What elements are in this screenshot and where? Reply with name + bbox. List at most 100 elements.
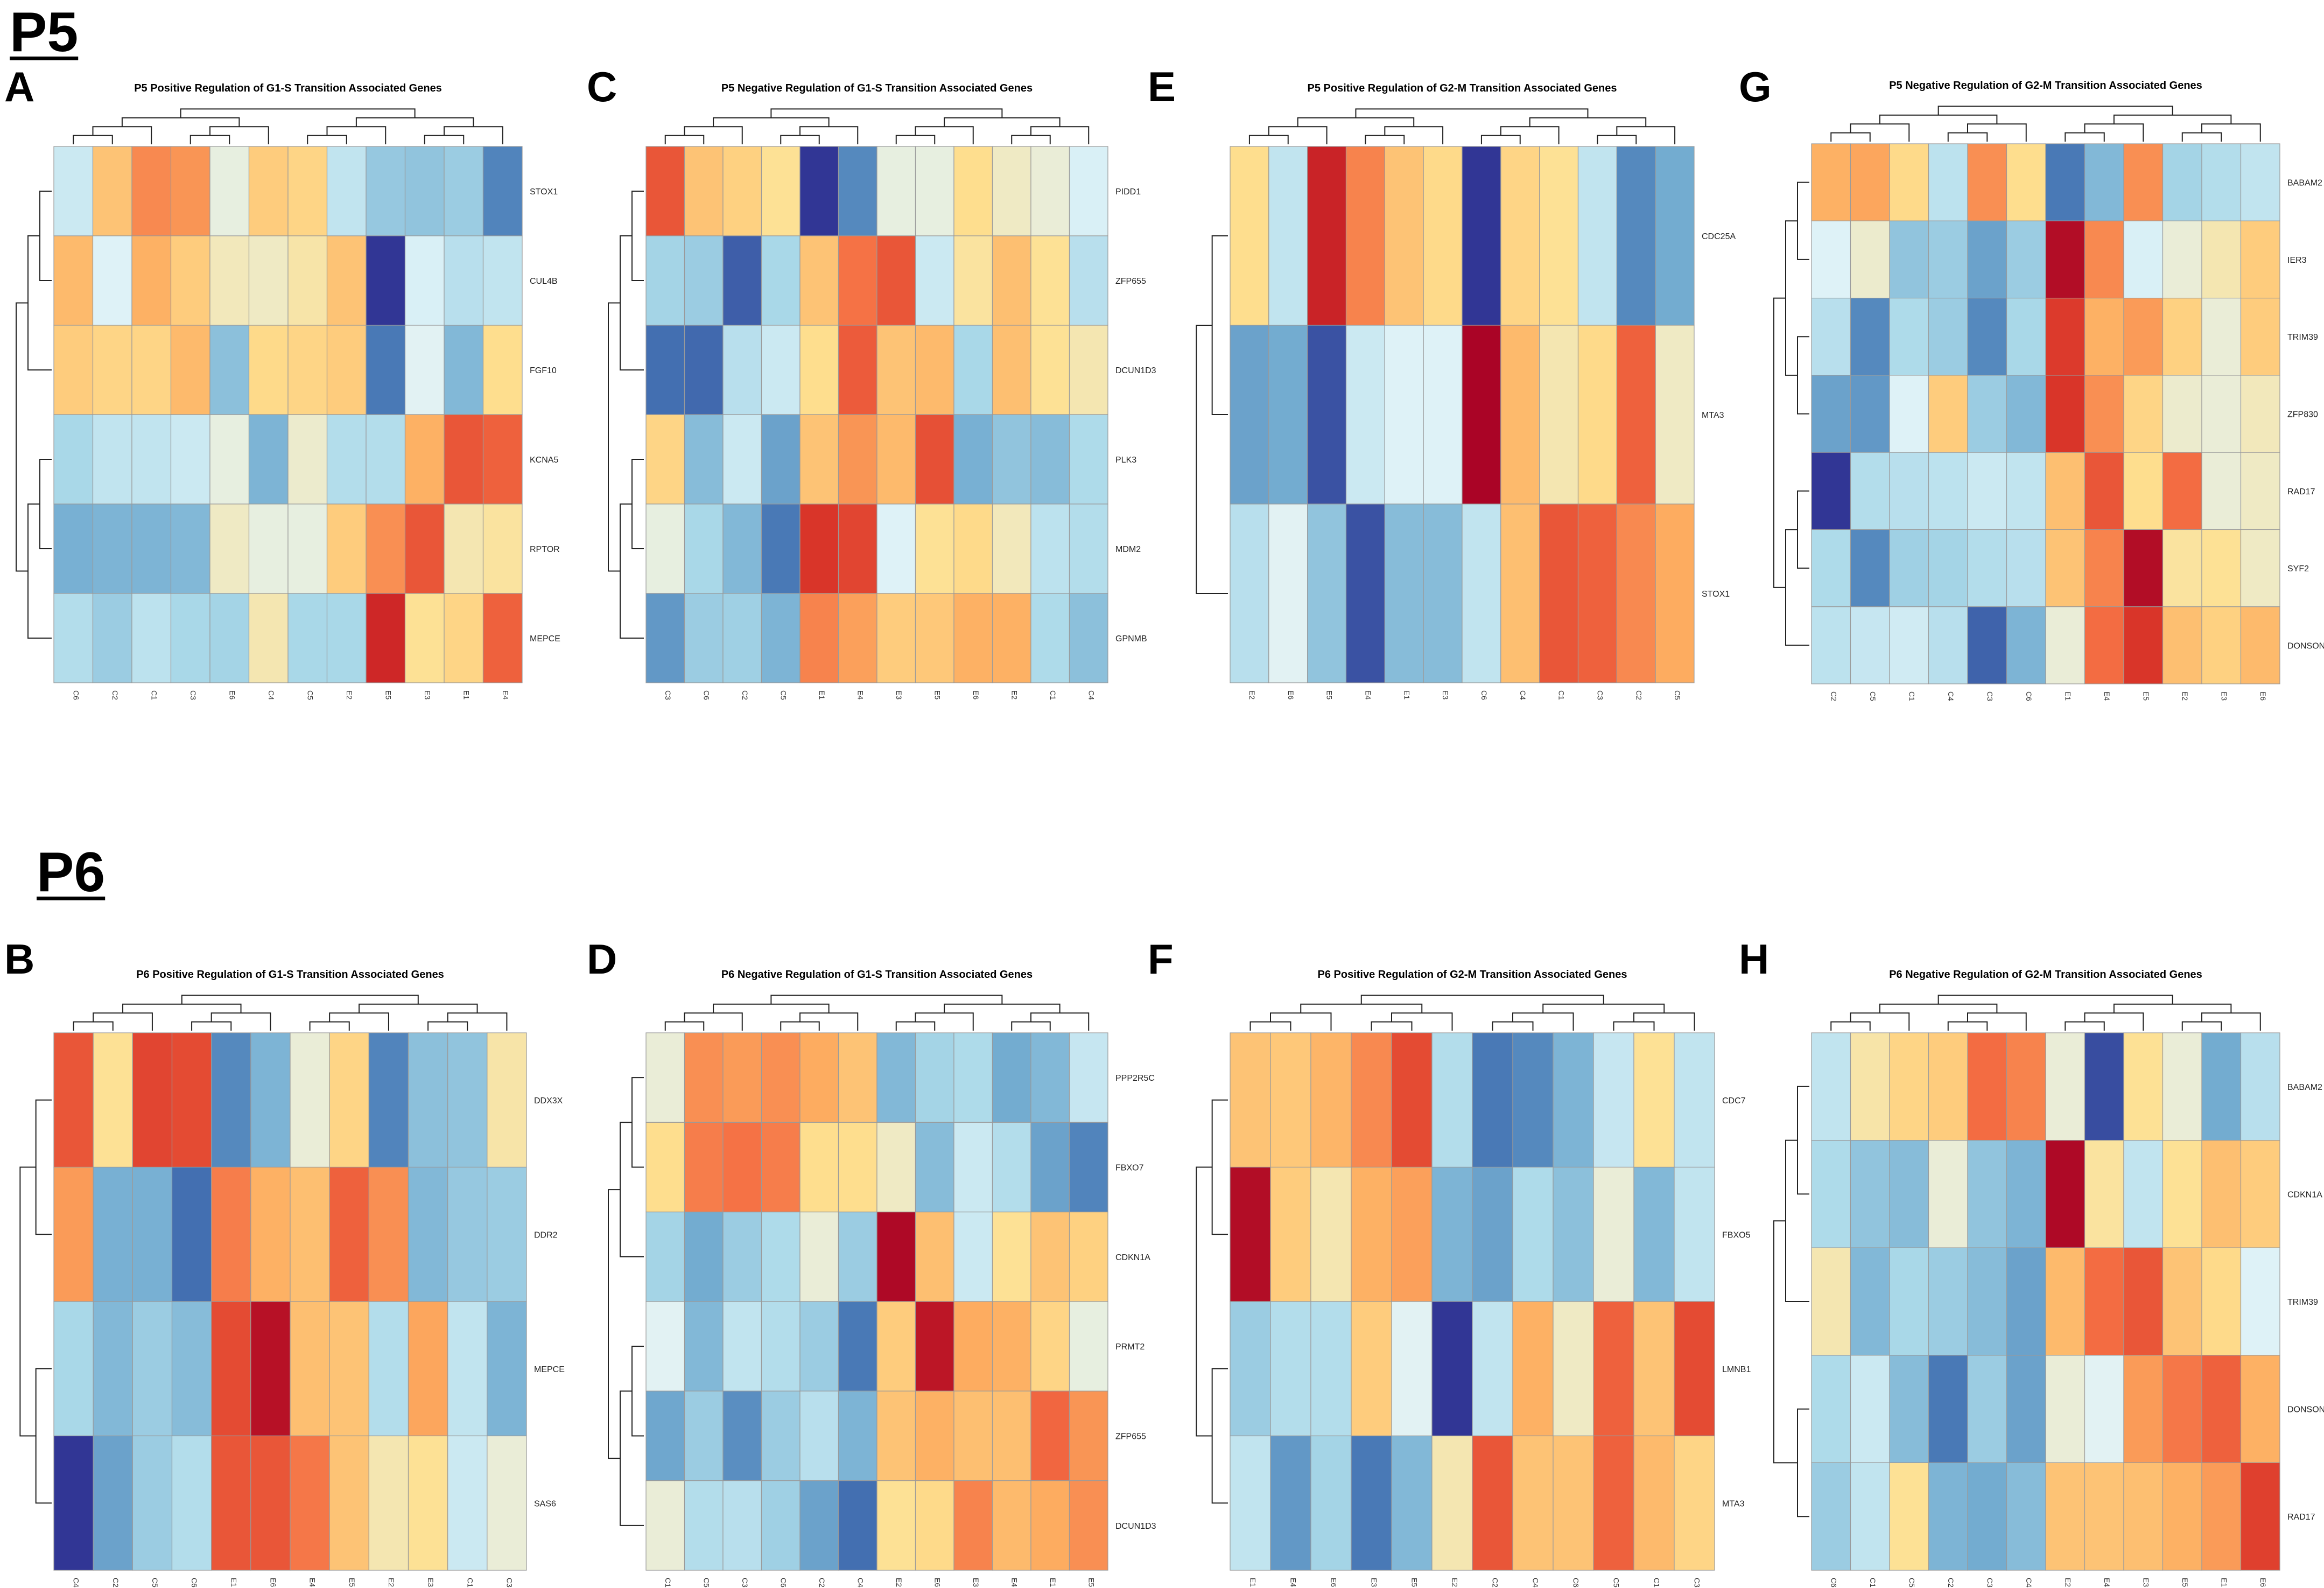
row-label-h: CDKN1A xyxy=(2287,1190,2322,1199)
row-dendrogram-b xyxy=(35,1099,52,1235)
row-label-b: DDR2 xyxy=(534,1230,558,1240)
heatmap-cell-h xyxy=(1811,1032,1851,1141)
heatmap-cell-g xyxy=(2240,452,2280,530)
column-label-e: E3 xyxy=(1441,690,1450,699)
column-label-c: E6 xyxy=(972,690,980,699)
heatmap-cell-e xyxy=(1655,146,1695,326)
heatmap-cell-a xyxy=(326,503,367,594)
heatmap-cell-a xyxy=(209,146,250,236)
heatmap-cell-h xyxy=(2045,1462,2086,1571)
row-label-c: GPNMB xyxy=(1115,634,1147,643)
column-label-g: C1 xyxy=(1907,691,1916,701)
column-dendrogram-f xyxy=(1613,1021,1655,1031)
row-dendrogram-a xyxy=(16,302,28,572)
heatmap-cell-f xyxy=(1674,1301,1715,1437)
column-dendrogram-f xyxy=(1249,1021,1291,1031)
heatmap-cell-a xyxy=(404,325,445,415)
heatmap-cell-g xyxy=(2201,220,2242,299)
heatmap-cell-f xyxy=(1391,1032,1433,1168)
heatmap-cell-e xyxy=(1577,503,1617,683)
heatmap-cell-d xyxy=(915,1301,954,1391)
heatmap-cell-a xyxy=(53,235,94,326)
heatmap-cell-f xyxy=(1633,1301,1675,1437)
heatmap-cell-a xyxy=(248,414,289,505)
heatmap-cell-c xyxy=(1030,414,1070,505)
heatmap-cell-d xyxy=(953,1032,993,1123)
heatmap-cell-b xyxy=(211,1435,251,1571)
heatmap-cell-h xyxy=(2201,1032,2242,1141)
heatmap-cell-d xyxy=(992,1032,1031,1123)
heatmap-cell-h xyxy=(2162,1247,2202,1356)
heatmap-cell-c xyxy=(761,325,801,415)
heatmap-cell-b xyxy=(329,1032,369,1168)
heatmap-cell-f xyxy=(1512,1301,1554,1437)
heatmap-cell-b xyxy=(487,1032,527,1168)
column-label-e: C5 xyxy=(1673,690,1682,700)
heatmap-cell-g xyxy=(1850,452,1890,530)
column-dendrogram-g xyxy=(2113,114,2232,124)
panel-letter-f: F xyxy=(1148,935,1174,983)
row-label-a: RPTOR xyxy=(530,545,560,554)
heatmap-cell-h xyxy=(2240,1032,2280,1141)
heatmap-cell-d xyxy=(838,1122,877,1213)
column-dendrogram-e xyxy=(1297,117,1415,127)
heatmap-cell-g xyxy=(2084,375,2124,453)
heatmap-cell-a xyxy=(248,325,289,415)
column-dendrogram-a xyxy=(355,117,474,127)
row-label-b: MEPCE xyxy=(534,1365,565,1374)
heatmap-cell-b xyxy=(408,1032,448,1168)
heatmap-cell-f xyxy=(1270,1032,1311,1168)
heatmap-cell-d xyxy=(722,1212,762,1302)
heatmap-cell-h xyxy=(1811,1247,1851,1356)
heatmap-cell-g xyxy=(2240,143,2280,221)
heatmap-cell-b xyxy=(368,1032,409,1168)
heatmap-cell-d xyxy=(684,1301,724,1391)
row-dendrogram-g xyxy=(1773,297,1786,588)
heatmap-cell-e xyxy=(1462,325,1501,505)
column-label-a: C6 xyxy=(72,690,80,700)
heatmap-cell-e xyxy=(1577,146,1617,326)
heatmap-cell-d xyxy=(992,1301,1031,1391)
column-dendrogram-f xyxy=(1492,1021,1534,1031)
heatmap-cell-a xyxy=(170,503,210,594)
heatmap-cell-c xyxy=(645,593,685,683)
heatmap-cell-h xyxy=(2240,1462,2280,1571)
heatmap-cell-c xyxy=(722,593,762,683)
column-label-a: E2 xyxy=(345,690,354,699)
heatmap-cell-g xyxy=(1889,606,1929,684)
heatmap-cell-h xyxy=(2162,1140,2202,1248)
column-dendrogram-g xyxy=(1830,132,1871,142)
heatmap-cell-a xyxy=(482,503,523,594)
column-dendrogram-h xyxy=(1830,1021,1871,1031)
column-dendrogram-e xyxy=(1248,135,1289,144)
panel-letter-e: E xyxy=(1148,63,1176,110)
column-label-b: C6 xyxy=(190,1578,199,1587)
heatmap-cell-h xyxy=(2240,1140,2280,1248)
row-label-a: FGF10 xyxy=(530,366,557,375)
heatmap-cell-c xyxy=(876,146,916,236)
heatmap-cell-b xyxy=(487,1166,527,1302)
heatmap-cell-h xyxy=(1967,1247,2007,1356)
row-label-a: MEPCE xyxy=(530,634,560,643)
column-label-f: C1 xyxy=(1653,1578,1661,1587)
heatmap-cell-d xyxy=(722,1390,762,1481)
column-dendrogram-b xyxy=(359,1003,478,1013)
heatmap-cell-a xyxy=(366,414,406,505)
heatmap-cell-h xyxy=(1928,1355,1968,1464)
column-label-g: E1 xyxy=(2063,691,2072,701)
row-dendrogram-c xyxy=(631,191,644,281)
heatmap-cell-b xyxy=(408,1435,448,1571)
row-dendrogram-b xyxy=(35,1368,52,1504)
column-dendrogram-f xyxy=(1542,1003,1665,1013)
heatmap-cell-c xyxy=(684,414,724,505)
heatmap-cell-c xyxy=(1030,146,1070,236)
column-label-h: E1 xyxy=(2220,1578,2228,1587)
heatmap-cell-a xyxy=(209,235,250,326)
column-dendrogram-c xyxy=(770,108,1003,118)
heatmap-cell-b xyxy=(132,1301,173,1437)
column-dendrogram-a xyxy=(189,135,230,144)
heatmap-cell-a xyxy=(326,325,367,415)
heatmap-cell-c xyxy=(799,593,839,683)
heatmap-cell-g xyxy=(2240,297,2280,376)
heatmap-cell-g xyxy=(2084,220,2124,299)
